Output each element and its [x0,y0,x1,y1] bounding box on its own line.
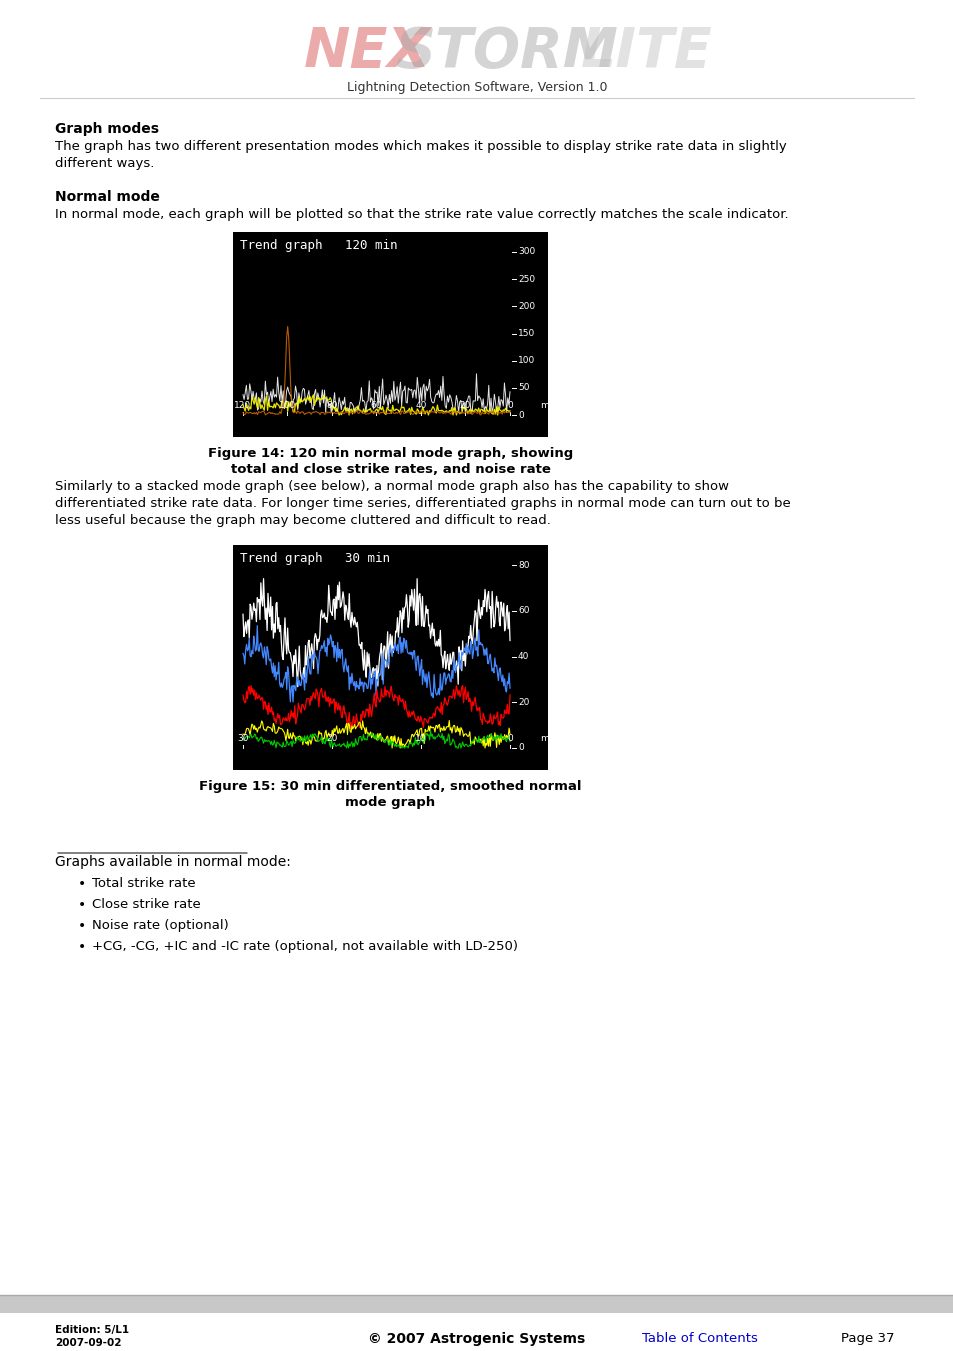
Text: Figure 15: 30 min differentiated, smoothed normal: Figure 15: 30 min differentiated, smooth… [199,780,581,793]
Text: •: • [78,877,86,892]
Text: Graph modes: Graph modes [55,122,159,136]
Text: Lightning Detection Software, Version 1.0: Lightning Detection Software, Version 1.… [346,81,607,95]
Text: LITE: LITE [580,26,712,78]
Text: •: • [78,898,86,912]
Text: 20: 20 [326,734,337,743]
Text: 300: 300 [517,247,535,257]
Text: Total strike rate: Total strike rate [91,877,195,890]
Text: 60: 60 [371,401,382,409]
Text: different ways.: different ways. [55,157,154,170]
Text: 100: 100 [278,401,295,409]
Text: Graphs available in normal mode:: Graphs available in normal mode: [55,855,291,869]
Text: min: min [539,734,557,743]
Text: •: • [78,919,86,934]
Text: Figure 14: 120 min normal mode graph, showing: Figure 14: 120 min normal mode graph, sh… [208,447,573,459]
Text: Normal mode: Normal mode [55,190,160,204]
Bar [233,232,547,436]
Text: 0: 0 [507,734,513,743]
Text: 120: 120 [234,401,252,409]
Text: 0: 0 [507,401,513,409]
Text: STORM: STORM [395,26,618,78]
Text: Table of Contents: Table of Contents [641,1332,757,1346]
Text: +CG, -CG, +IC and -IC rate (optional, not available with LD-250): +CG, -CG, +IC and -IC rate (optional, no… [91,940,517,952]
Text: NEX: NEX [303,26,430,78]
Text: 40: 40 [415,401,426,409]
Text: 2007-09-02: 2007-09-02 [55,1337,121,1348]
Text: Noise rate (optional): Noise rate (optional) [91,919,229,932]
Text: less useful because the graph may become cluttered and difficult to read.: less useful because the graph may become… [55,513,550,527]
Text: 30: 30 [237,734,249,743]
Text: 0: 0 [517,743,523,753]
Text: Close strike rate: Close strike rate [91,898,200,911]
Text: min: min [539,401,557,409]
Text: 10: 10 [415,734,426,743]
Text: © 2007 Astrogenic Systems: © 2007 Astrogenic Systems [368,1332,585,1346]
Text: 100: 100 [517,357,535,365]
Text: 250: 250 [517,274,535,284]
Text: 20: 20 [517,697,529,707]
Text: total and close strike rates, and noise rate: total and close strike rates, and noise … [231,463,550,476]
Text: 60: 60 [517,607,529,615]
Text: Trend graph   30 min: Trend graph 30 min [240,553,390,565]
Text: •: • [78,940,86,954]
Bar [233,544,547,770]
Text: 150: 150 [517,330,535,338]
Text: 0: 0 [517,411,523,420]
Text: 200: 200 [517,301,535,311]
Text: mode graph: mode graph [345,796,436,809]
Text: Similarly to a stacked mode graph (see below), a normal mode graph also has the : Similarly to a stacked mode graph (see b… [55,480,728,493]
Text: 50: 50 [517,384,529,392]
Text: Edition: 5/L1: Edition: 5/L1 [55,1325,129,1335]
Bar [0,1296,953,1313]
Text: 80: 80 [326,401,337,409]
Text: 80: 80 [517,561,529,570]
Text: differentiated strike rate data. For longer time series, differentiated graphs i: differentiated strike rate data. For lon… [55,497,790,509]
Text: The graph has two different presentation modes which makes it possible to displa: The graph has two different presentation… [55,141,786,153]
Text: 40: 40 [517,653,529,661]
Text: Page 37: Page 37 [841,1332,894,1346]
Text: In normal mode, each graph will be plotted so that the strike rate value correct: In normal mode, each graph will be plott… [55,208,788,222]
Text: Trend graph   120 min: Trend graph 120 min [240,239,397,253]
Text: 20: 20 [459,401,471,409]
